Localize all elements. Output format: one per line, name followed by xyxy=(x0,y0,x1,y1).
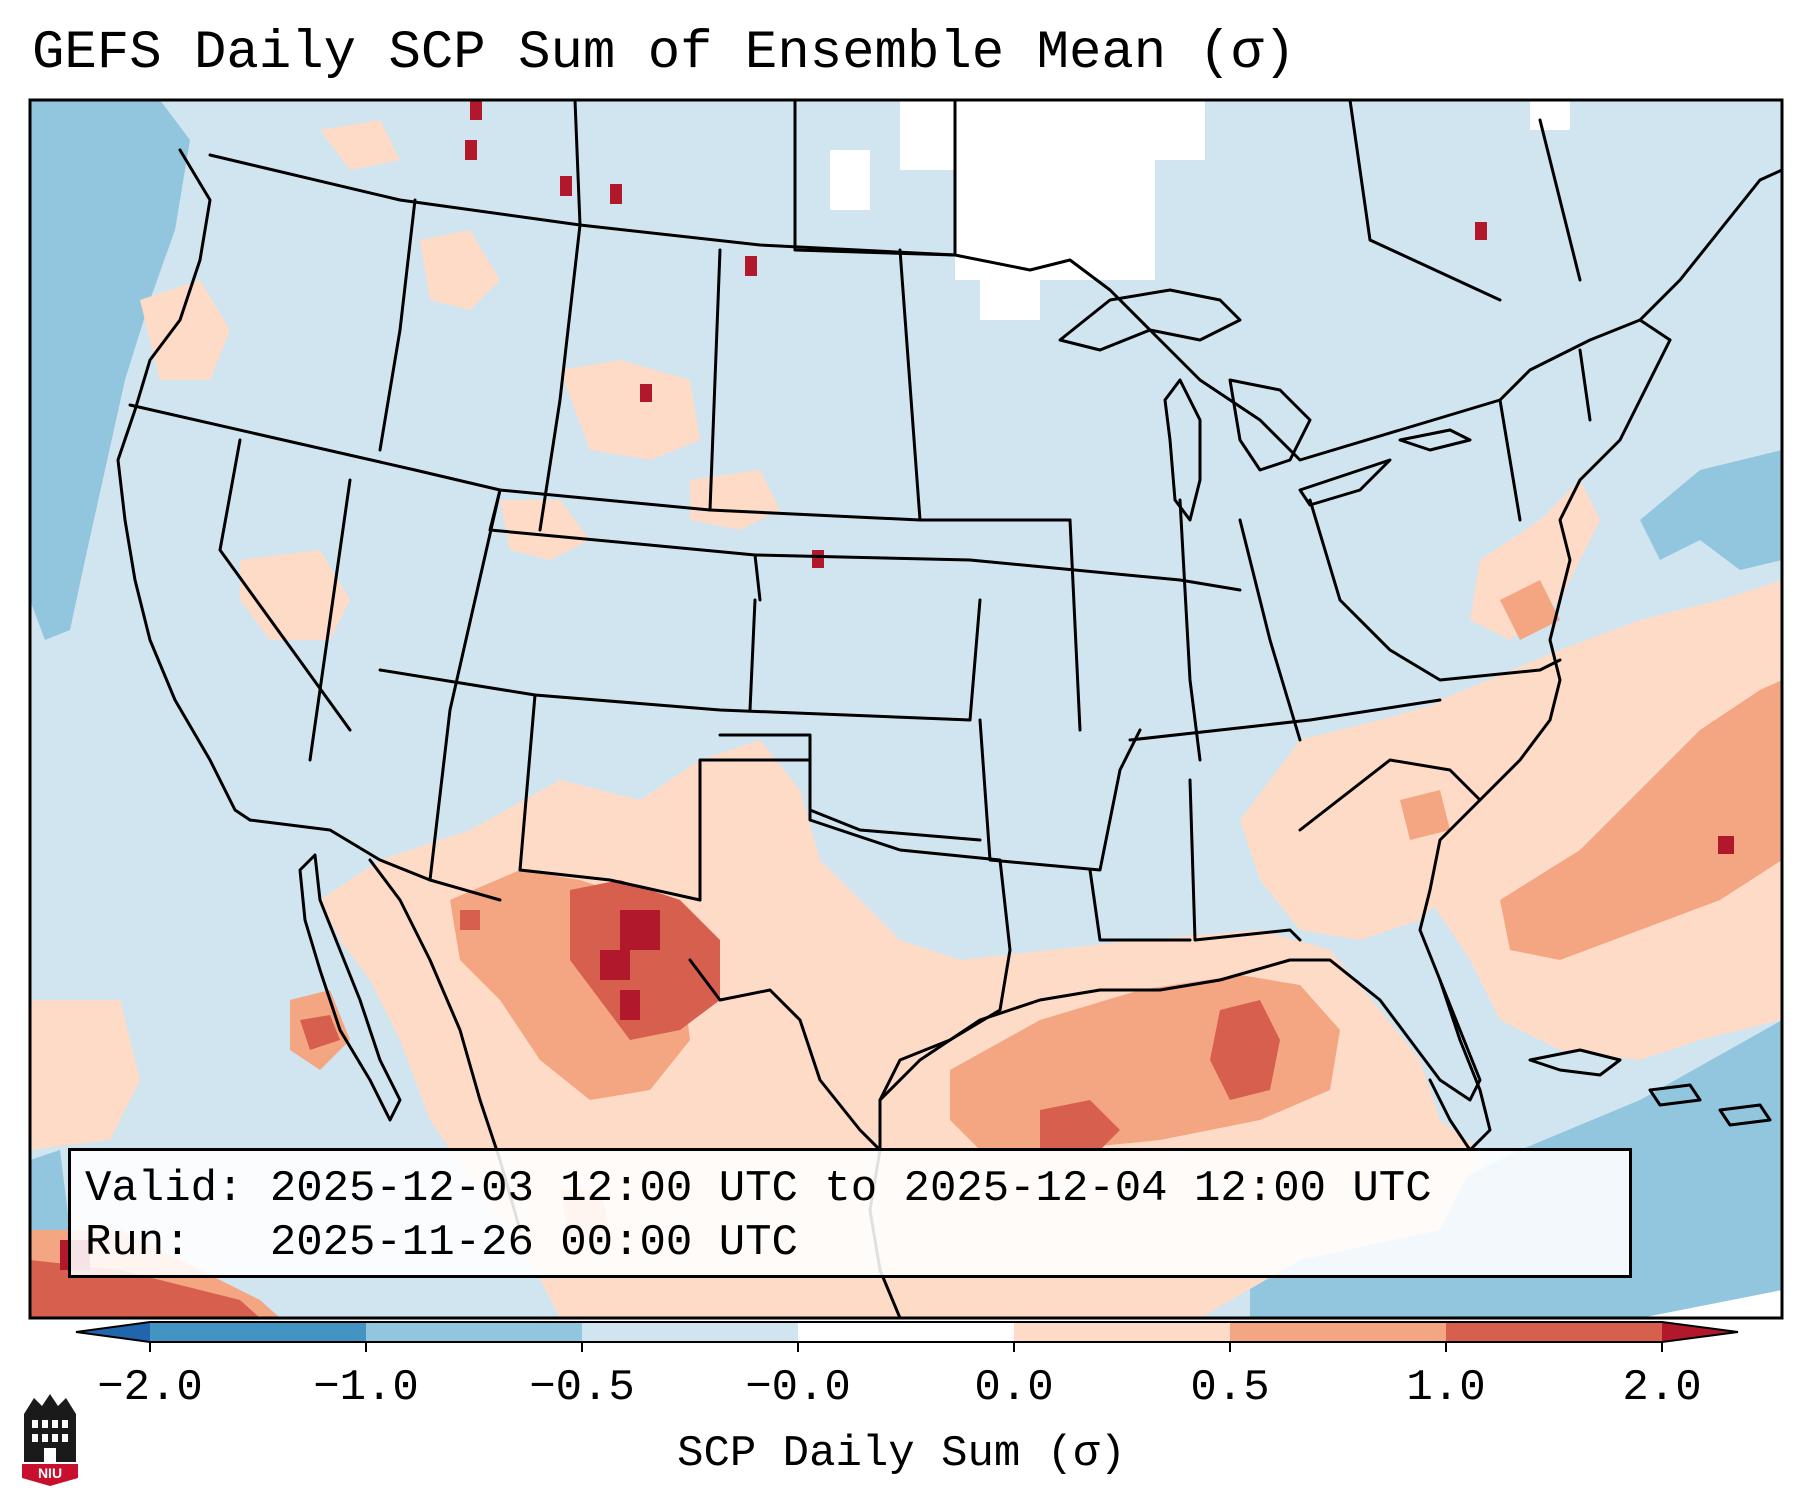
svg-text:NIU: NIU xyxy=(38,1465,62,1481)
strong-positive-areas xyxy=(30,880,1280,1318)
colorbar-tick-label: −0.0 xyxy=(745,1363,851,1413)
lake-huron xyxy=(1228,378,1312,472)
run-time-text: Run: 2025-11-26 00:00 UTC xyxy=(85,1218,798,1268)
political-boundaries xyxy=(116,100,1782,1318)
lake-ontario xyxy=(1398,428,1472,452)
colorbar-bin xyxy=(1230,1322,1446,1342)
colorbar-bin xyxy=(1446,1322,1662,1342)
lake-michigan xyxy=(1163,378,1202,522)
colorbar-tick-label: 2.0 xyxy=(1622,1363,1702,1413)
caribbean-islands xyxy=(1528,1048,1622,1077)
valid-run-infobox: Valid: 2025-12-03 12:00 UTC to 2025-12-0… xyxy=(68,1148,1632,1278)
colorbar-bin xyxy=(150,1322,366,1342)
colorbar-bin xyxy=(798,1322,1014,1342)
colorbar-tick-label: −0.5 xyxy=(529,1363,635,1413)
texas-outline xyxy=(688,758,1012,1152)
zero-anomaly-areas xyxy=(830,100,1570,320)
us-canada-border xyxy=(208,153,1672,462)
colorbar-tick-label: 0.5 xyxy=(1190,1363,1270,1413)
us-west-coast xyxy=(116,148,252,822)
atlantic-coast xyxy=(1428,338,1672,892)
gulf-coast xyxy=(878,888,1482,1102)
niu-logo-icon: NIU xyxy=(22,1394,78,1486)
colorbar-bin xyxy=(366,1322,582,1342)
florida-peninsula xyxy=(1428,978,1492,1152)
lake-superior xyxy=(1058,288,1242,352)
colorbar-tick-label: 0.0 xyxy=(974,1363,1054,1413)
baja-california xyxy=(298,853,402,1122)
map-title: GEFS Daily SCP Sum of Ensemble Mean (σ) xyxy=(32,23,1296,84)
colorbar-tick-label: −2.0 xyxy=(97,1363,203,1413)
colorbar xyxy=(75,1321,1739,1352)
colorbar-tick-label: −1.0 xyxy=(313,1363,419,1413)
colorbar-under-triangle xyxy=(76,1322,150,1342)
colorbar-tick-label: 1.0 xyxy=(1406,1363,1486,1413)
colorbar-over-triangle xyxy=(1662,1322,1738,1342)
map-frame xyxy=(28,98,1784,1320)
colorbar-tick-marks xyxy=(149,1342,1663,1352)
colorbar-label: SCP Daily Sum (σ) xyxy=(677,1429,1126,1479)
colorbar-bin xyxy=(582,1322,798,1342)
colorbar-bin xyxy=(1014,1322,1230,1342)
lake-erie xyxy=(1298,458,1392,507)
valid-time-text: Valid: 2025-12-03 12:00 UTC to 2025-12-0… xyxy=(85,1164,1432,1214)
